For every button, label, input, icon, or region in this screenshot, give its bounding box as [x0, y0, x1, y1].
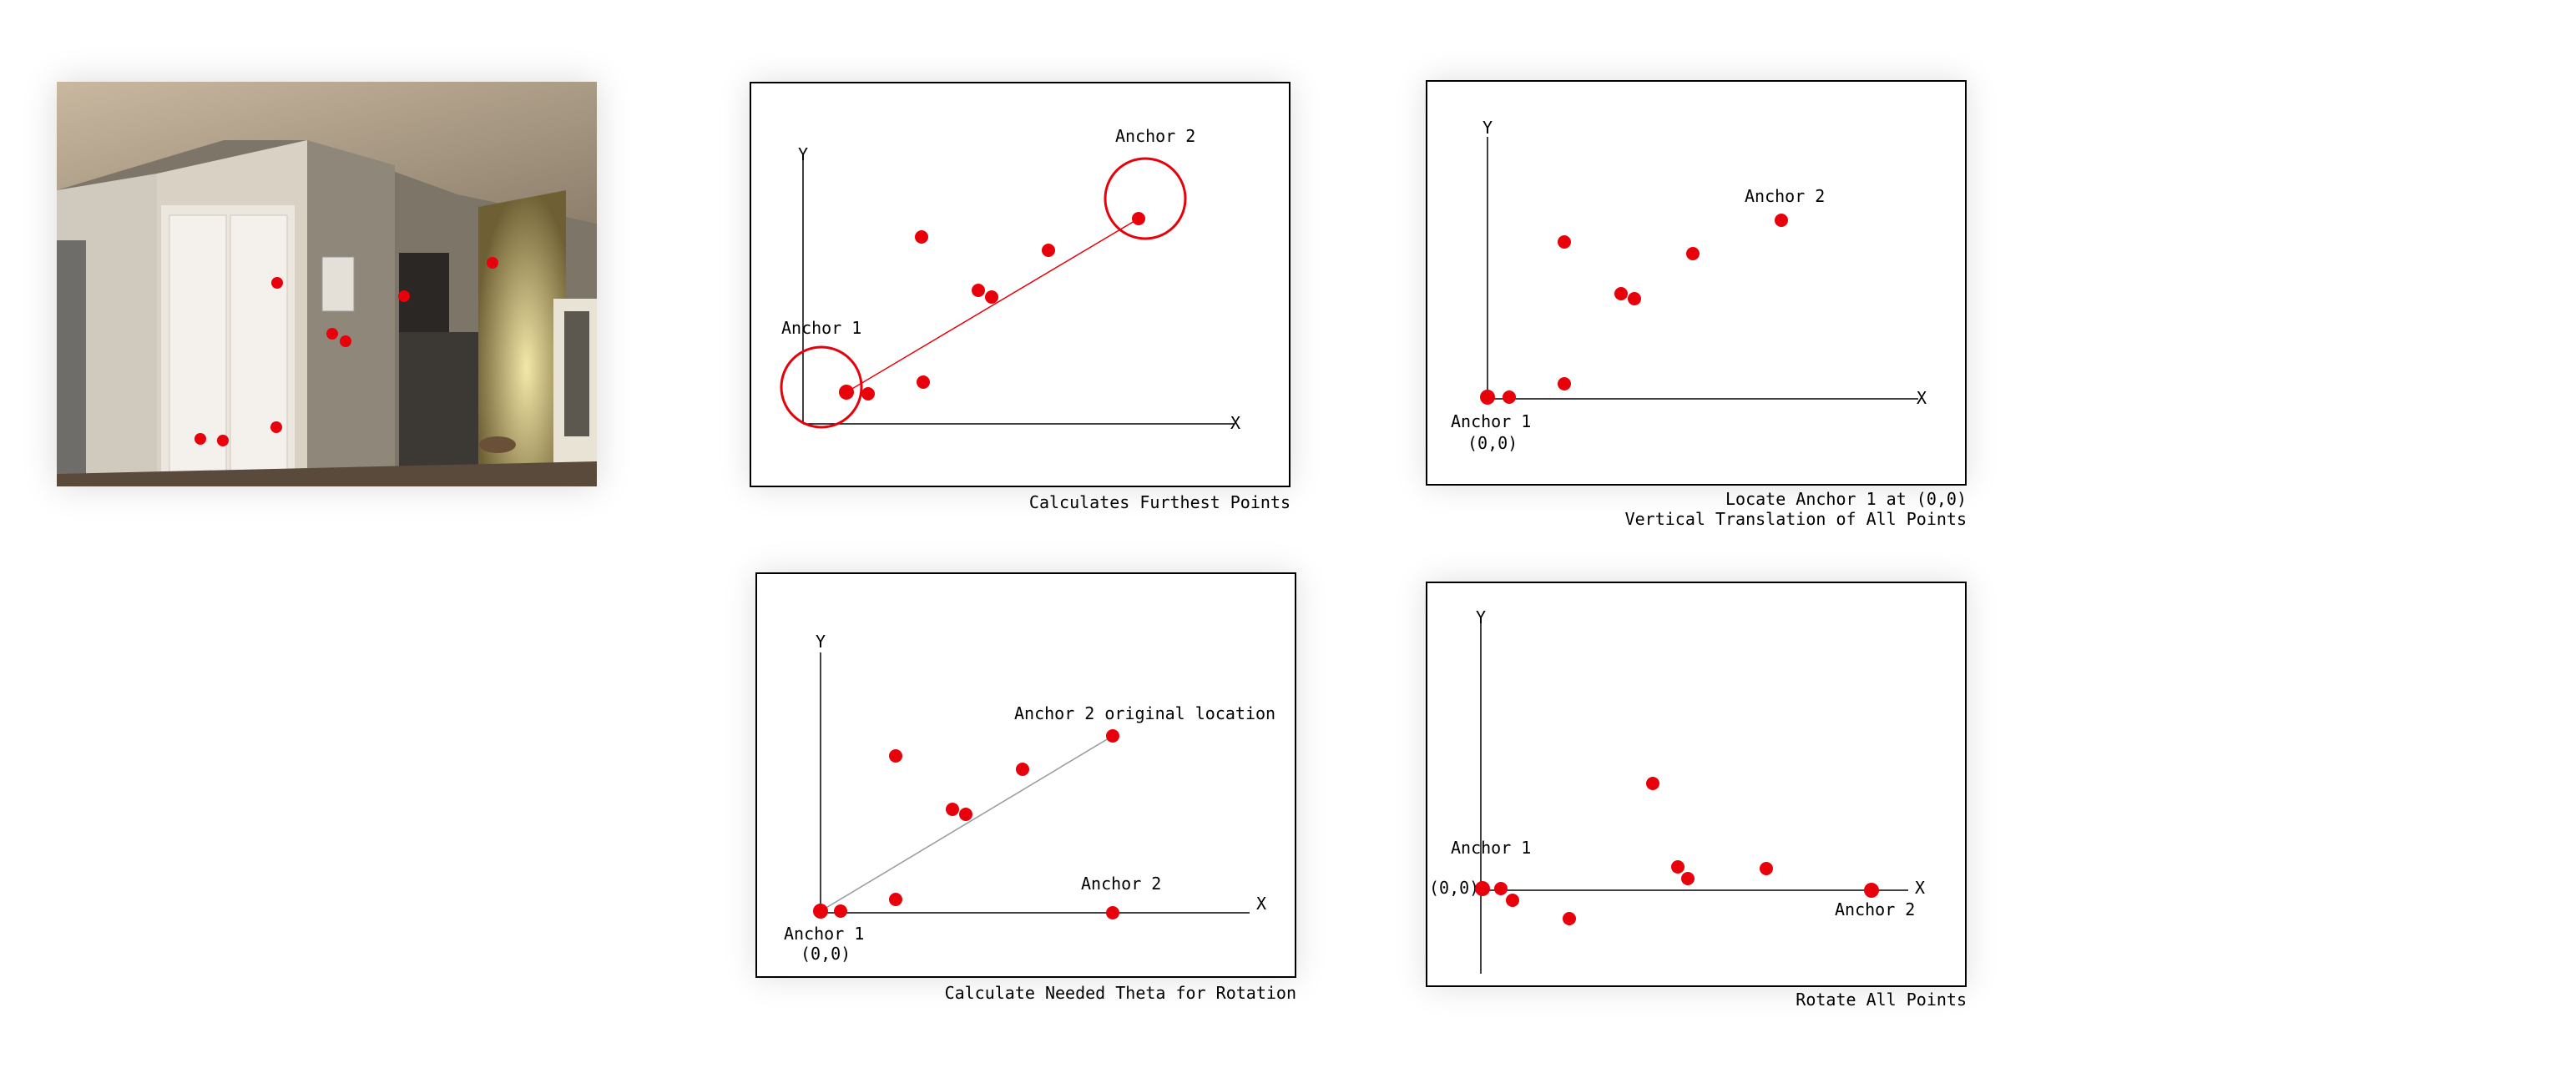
point: [889, 749, 902, 763]
point: [1106, 906, 1119, 919]
feature-point: [271, 277, 283, 289]
point: [889, 893, 902, 906]
point: [1106, 729, 1119, 743]
point: [1480, 390, 1495, 405]
anchor-1-label: Anchor 1: [784, 924, 864, 944]
point: [917, 375, 930, 389]
theta-connector: [820, 735, 1114, 912]
caption-line-2: Vertical Translation of All Points: [1624, 509, 1967, 529]
origin-label: (0,0): [801, 944, 851, 964]
y-axis-label: Y: [1482, 118, 1493, 138]
feature-point: [326, 328, 338, 340]
feature-point: [217, 435, 229, 446]
anchor-2-label: Anchor 2: [1835, 899, 1915, 919]
anchor-1-label: Anchor 1: [1451, 411, 1531, 431]
y-axis-label: Y: [816, 632, 826, 652]
anchor-2-ring: [1104, 157, 1187, 240]
point: [1671, 860, 1685, 874]
point: [1686, 247, 1700, 260]
panel-theta: Y X Anchor 2 original location Anchor 2 …: [755, 572, 1296, 978]
point: [1132, 212, 1145, 225]
point: [813, 904, 828, 919]
point: [1016, 763, 1029, 776]
point: [1558, 235, 1571, 249]
x-axis-label: X: [1230, 413, 1240, 433]
point: [834, 904, 847, 918]
feature-point: [398, 290, 410, 302]
point: [1760, 862, 1773, 875]
point: [1775, 214, 1788, 227]
point: [1614, 287, 1628, 300]
panel-theta-caption: Calculate Needed Theta for Rotation: [944, 983, 1296, 1003]
panel-translation: Y X Anchor 1 (0,0) Anchor 2: [1426, 80, 1967, 486]
x-axis-label: X: [1256, 894, 1266, 914]
point: [946, 803, 959, 816]
point: [861, 387, 875, 400]
point: [1558, 377, 1571, 390]
point: [1628, 292, 1641, 305]
point: [985, 290, 998, 304]
point: [1506, 894, 1519, 907]
room-photo: [57, 82, 597, 486]
point: [839, 385, 854, 400]
feature-point: [340, 335, 351, 347]
panel-rotate-plot: Y X Anchor 1 (0,0) Anchor 2: [1429, 607, 1925, 974]
anchor-1-label: Anchor 1: [1451, 838, 1531, 858]
panel-rotate: Y X Anchor 1 (0,0) Anchor 2: [1426, 582, 1967, 987]
point: [1864, 883, 1879, 898]
anchor-1-label: Anchor 1: [781, 318, 861, 338]
photo-feature-points: [194, 257, 498, 446]
panel-furthest-points: Y X Anchor 1 Anchor 2: [750, 82, 1291, 487]
origin-label: (0,0): [1429, 878, 1479, 898]
caption-line-1: Locate Anchor 1 at (0,0): [1725, 489, 1967, 509]
point: [1503, 390, 1516, 404]
point: [1563, 912, 1576, 925]
anchor-1-ring: [780, 345, 863, 429]
origin-label: (0,0): [1467, 433, 1518, 453]
y-axis-label: Y: [1476, 607, 1486, 627]
anchor-2-label: Anchor 2: [1745, 186, 1825, 206]
feature-point: [270, 421, 282, 433]
panel-furthest-points-plot: Y X Anchor 1 Anchor 2: [780, 126, 1240, 433]
point: [972, 284, 985, 297]
feature-point: [194, 433, 206, 445]
panel-translation-plot: Y X Anchor 1 (0,0) Anchor 2: [1451, 118, 1927, 453]
panel-rotate-caption: Rotate All Points: [1796, 990, 1967, 1010]
y-axis-label: Y: [798, 144, 808, 164]
point: [1646, 777, 1659, 790]
point: [1042, 244, 1055, 257]
point: [915, 230, 928, 244]
feature-point: [487, 257, 498, 269]
point: [1494, 882, 1508, 895]
x-axis-label: X: [1917, 388, 1927, 408]
panel-translation-caption: Locate Anchor 1 at (0,0) Vertical Transl…: [1426, 489, 1967, 529]
anchor-2-label: Anchor 2: [1081, 874, 1161, 894]
anchor-2-original-label: Anchor 2 original location: [1014, 703, 1275, 723]
x-axis-label: X: [1915, 878, 1925, 898]
panel-theta-plot: Y X Anchor 2 original location Anchor 2 …: [784, 632, 1275, 964]
furthest-connector: [846, 218, 1139, 393]
point: [1475, 881, 1490, 896]
anchor-2-label: Anchor 2: [1115, 126, 1195, 146]
point: [959, 808, 972, 821]
panel-furthest-points-caption: Calculates Furthest Points: [1028, 492, 1291, 512]
point: [1681, 872, 1695, 885]
